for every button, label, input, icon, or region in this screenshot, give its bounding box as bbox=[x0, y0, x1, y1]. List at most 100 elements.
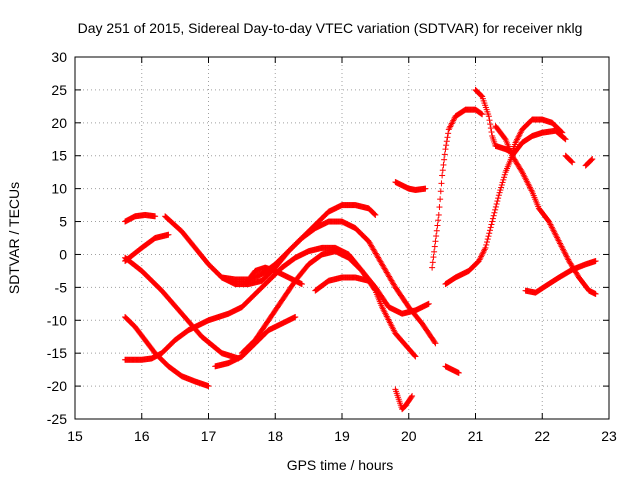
x-tick-label: 22 bbox=[534, 428, 550, 444]
data-point bbox=[491, 209, 498, 216]
data-point bbox=[495, 192, 502, 199]
data-point bbox=[553, 233, 560, 240]
data-point bbox=[479, 111, 486, 118]
data-point bbox=[481, 246, 488, 253]
data-point bbox=[499, 179, 506, 186]
data-point bbox=[435, 211, 442, 218]
data-point bbox=[429, 264, 436, 271]
data-point bbox=[498, 184, 505, 191]
data-point bbox=[516, 132, 523, 139]
data-point bbox=[545, 218, 552, 225]
data-point bbox=[589, 156, 596, 163]
data-point bbox=[443, 142, 450, 149]
data-point bbox=[298, 281, 305, 288]
data-point bbox=[564, 255, 571, 262]
data-point bbox=[482, 244, 489, 251]
data-point bbox=[478, 92, 485, 99]
data-point bbox=[476, 256, 483, 263]
data-point bbox=[560, 246, 567, 253]
data-point bbox=[442, 146, 449, 153]
plot-frame bbox=[74, 56, 610, 420]
data-point bbox=[558, 128, 565, 135]
data-point bbox=[205, 383, 212, 390]
data-point bbox=[495, 195, 502, 202]
y-tick-label: 20 bbox=[51, 115, 67, 131]
chart-title: Day 251 of 2015, Sidereal Day-to-day VTE… bbox=[78, 20, 583, 36]
data-point bbox=[409, 392, 416, 399]
data-point bbox=[486, 230, 493, 237]
data-point bbox=[444, 134, 451, 141]
data-point bbox=[569, 159, 576, 166]
data-point bbox=[431, 248, 438, 255]
y-tick-label: 25 bbox=[51, 82, 67, 98]
data-point bbox=[449, 119, 456, 126]
axis-ticks: 15 16 17 18 19 20 21 22 23 -25 -20 -15 -10 -5 0 5 10 15 20… bbox=[47, 49, 617, 444]
x-tick-label: 21 bbox=[468, 428, 484, 444]
data-point bbox=[450, 117, 457, 124]
data-point bbox=[446, 124, 453, 131]
data-point bbox=[431, 339, 438, 346]
data-point bbox=[432, 238, 439, 245]
data-point bbox=[477, 255, 484, 262]
data-point bbox=[558, 243, 565, 250]
data-point bbox=[429, 259, 436, 266]
data-point bbox=[440, 161, 447, 168]
data-point bbox=[555, 237, 562, 244]
data-point bbox=[501, 174, 508, 181]
data-point bbox=[481, 247, 488, 254]
x-tick-label: 15 bbox=[67, 428, 83, 444]
data-point bbox=[490, 212, 497, 219]
y-tick-label: 30 bbox=[51, 49, 67, 65]
data-point bbox=[514, 135, 521, 142]
data-point bbox=[438, 180, 445, 187]
data-point bbox=[492, 203, 499, 210]
data-point bbox=[513, 138, 520, 145]
data-point bbox=[486, 117, 493, 124]
data-point bbox=[430, 254, 437, 261]
data-point bbox=[412, 353, 419, 360]
data-point bbox=[437, 188, 444, 195]
data-point bbox=[552, 231, 559, 238]
data-point bbox=[445, 126, 452, 133]
y-tick-label: -5 bbox=[55, 279, 68, 295]
data-point bbox=[489, 218, 496, 225]
data-point bbox=[422, 185, 429, 192]
data-point bbox=[546, 220, 553, 227]
data-point bbox=[448, 120, 455, 127]
data-point bbox=[448, 122, 455, 129]
y-axis-title: SDTVAR / TECUs bbox=[6, 182, 22, 294]
y-tick-label: 10 bbox=[51, 181, 67, 197]
data-point bbox=[483, 241, 490, 248]
data-point bbox=[445, 130, 452, 137]
data-point bbox=[439, 167, 446, 174]
data-point bbox=[478, 252, 485, 259]
data-point bbox=[514, 136, 521, 143]
data-point bbox=[554, 236, 561, 243]
data-point bbox=[488, 129, 495, 136]
data-point bbox=[494, 198, 501, 205]
data-point bbox=[425, 300, 432, 307]
data-point bbox=[488, 221, 495, 228]
data-point bbox=[370, 210, 377, 217]
y-tick-label: -20 bbox=[47, 378, 67, 394]
data-point bbox=[562, 252, 569, 259]
data-point bbox=[450, 116, 457, 123]
data-point bbox=[433, 233, 440, 240]
data-point bbox=[489, 215, 496, 222]
data-point bbox=[447, 123, 454, 130]
data-point bbox=[501, 171, 508, 178]
data-point bbox=[439, 172, 446, 179]
x-tick-label: 16 bbox=[134, 428, 150, 444]
data-point bbox=[443, 138, 450, 145]
data-point bbox=[477, 92, 484, 99]
data-point bbox=[487, 224, 494, 231]
data-point bbox=[496, 189, 503, 196]
y-tick-label: -10 bbox=[47, 312, 67, 328]
data-point bbox=[292, 313, 299, 320]
data-point bbox=[512, 139, 519, 146]
data-point bbox=[551, 230, 558, 237]
x-tick-label: 20 bbox=[401, 428, 417, 444]
data-point bbox=[441, 151, 448, 158]
data-point bbox=[587, 157, 594, 164]
